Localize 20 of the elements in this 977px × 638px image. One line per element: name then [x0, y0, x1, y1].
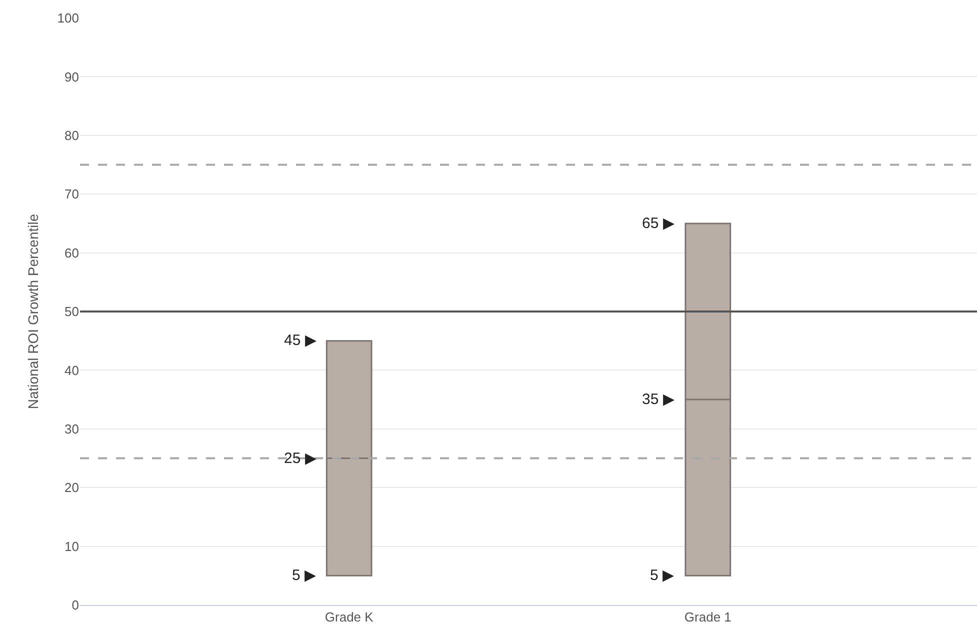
y-tick-label: 0 [72, 598, 79, 613]
annotation: 45 ▶ [284, 332, 317, 349]
annotation: 65 ▶ [642, 215, 675, 232]
y-tick-label: 80 [64, 128, 79, 143]
y-tick-label: 60 [64, 245, 79, 260]
y-tick-label: 70 [64, 186, 79, 202]
x-tick-label: Grade K [324, 610, 374, 625]
x-tick-label: Grade 1 [684, 610, 732, 625]
y-tick-label: 90 [64, 69, 79, 84]
y-tick-label: 40 [64, 362, 79, 378]
y-tick-label: 50 [64, 304, 79, 320]
y-axis-title: National ROI Growth Percentile [24, 214, 41, 410]
y-tick-label: 100 [57, 10, 79, 26]
annotation: 5 ▶ [292, 567, 317, 584]
y-tick-label: 30 [64, 421, 79, 436]
y-tick-label: 20 [64, 480, 79, 496]
annotation: 25 ▶ [284, 450, 317, 467]
y-tick-label: 10 [64, 538, 79, 554]
annotation: 35 ▶ [642, 391, 675, 408]
annotation: 5 ▶ [650, 567, 675, 584]
